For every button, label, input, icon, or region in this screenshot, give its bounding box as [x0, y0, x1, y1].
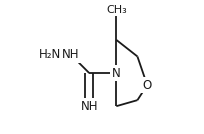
Text: CH₃: CH₃ [106, 5, 127, 15]
Text: H₂N: H₂N [39, 49, 61, 62]
Text: N: N [112, 66, 121, 79]
Text: O: O [143, 79, 152, 92]
Text: NH: NH [80, 100, 98, 113]
Text: NH: NH [62, 49, 80, 62]
